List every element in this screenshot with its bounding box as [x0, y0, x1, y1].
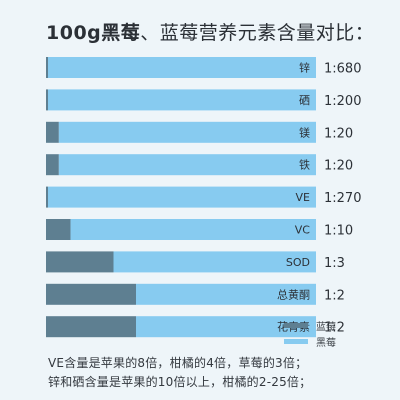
bar-blueberry [46, 57, 48, 78]
bar-blackberry [113, 251, 316, 273]
bar-blueberry [46, 316, 136, 338]
bar-blueberry [46, 121, 59, 143]
category-label: 锌 [299, 61, 310, 75]
legend-swatch-blackberry [284, 338, 308, 344]
legend-item-blueberry: 蓝莓 [284, 318, 336, 333]
note-line: 锌和硒含量是苹果的10倍以上，柑橘的2-25倍； [48, 375, 312, 389]
ratio-label: 1:200 [324, 94, 361, 109]
category-label: VE [296, 191, 311, 204]
note-line: VE含量是苹果的8倍，柑橘的4倍，草莓的3倍； [48, 356, 308, 370]
legend-label-blueberry: 蓝莓 [316, 321, 336, 333]
title-bold: 100g黑莓 [46, 22, 141, 44]
chart-title: 100g黑莓、蓝莓营养元素含量对比： [46, 18, 374, 45]
bar-blackberry [48, 186, 316, 208]
bar-blackberry [70, 219, 316, 240]
bar-blueberry [46, 219, 71, 240]
category-label: 硒 [299, 94, 310, 107]
bar-blackberry [136, 283, 316, 305]
bar-blackberry [58, 121, 316, 143]
ratio-label: 1:680 [324, 62, 361, 77]
legend-swatch-blueberry [284, 322, 308, 328]
legend: 蓝莓 黑莓 [284, 318, 336, 350]
bar-blueberry [46, 251, 114, 273]
ratio-label: 1:20 [324, 126, 353, 141]
category-label: SOD [286, 256, 310, 269]
ratio-label: 1:2 [324, 288, 345, 303]
bar-blueberry [46, 89, 48, 111]
bar-blueberry [46, 283, 136, 305]
category-label: 铁 [299, 159, 310, 172]
bar-blackberry [48, 57, 316, 78]
bar-blackberry [48, 89, 316, 111]
category-label: VC [295, 224, 311, 237]
ratio-label: 1:3 [324, 256, 345, 271]
bar-blueberry [46, 154, 59, 176]
title-rest: 、蓝莓营养元素含量对比： [140, 22, 375, 44]
ratio-label: 1:2 [324, 321, 345, 336]
ratio-label: 1:270 [324, 191, 361, 206]
ratio-label: 1:10 [324, 224, 353, 239]
legend-item-blackberry: 黑莓 [284, 334, 336, 349]
bar-blackberry [136, 316, 316, 338]
bar-blueberry [46, 186, 48, 208]
ratio-label: 1:20 [324, 159, 353, 174]
legend-label-blackberry: 黑莓 [316, 337, 336, 349]
category-label: 总黄酮 [277, 287, 310, 301]
bar-blackberry [58, 154, 316, 176]
category-label: 镁 [299, 125, 310, 139]
